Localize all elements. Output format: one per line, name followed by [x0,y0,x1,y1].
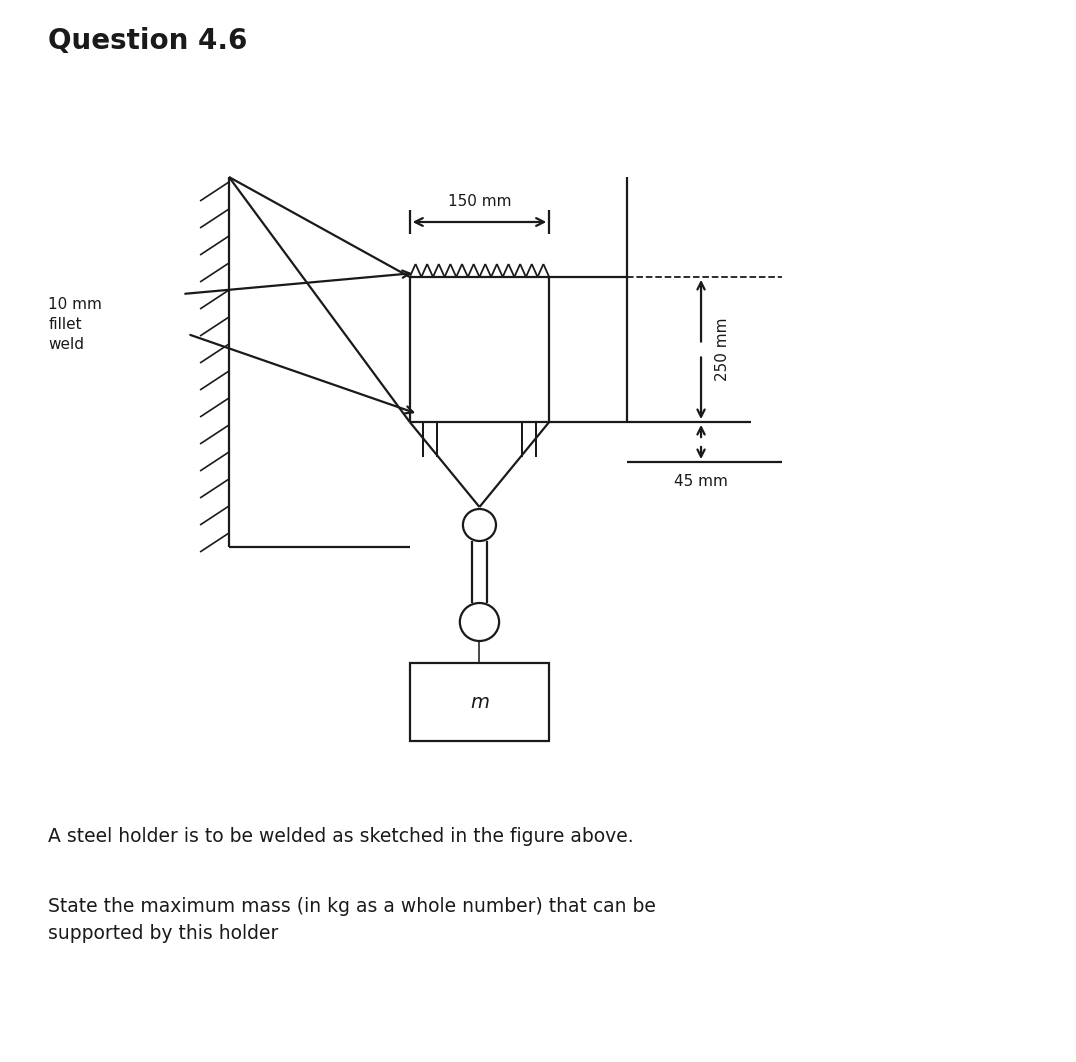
Text: Question 4.6: Question 4.6 [48,27,247,55]
Bar [410,663,549,741]
Text: m: m [470,692,489,712]
Text: 45 mm: 45 mm [674,474,728,489]
Text: 250 mm: 250 mm [716,318,731,381]
Text: State the maximum mass (in kg as a whole number) that can be
supported by this h: State the maximum mass (in kg as a whole… [48,897,656,943]
Text: 10 mm
fillet
weld: 10 mm fillet weld [48,297,102,352]
Text: 150 mm: 150 mm [448,194,511,209]
Text: A steel holder is to be welded as sketched in the figure above.: A steel holder is to be welded as sketch… [48,827,634,846]
